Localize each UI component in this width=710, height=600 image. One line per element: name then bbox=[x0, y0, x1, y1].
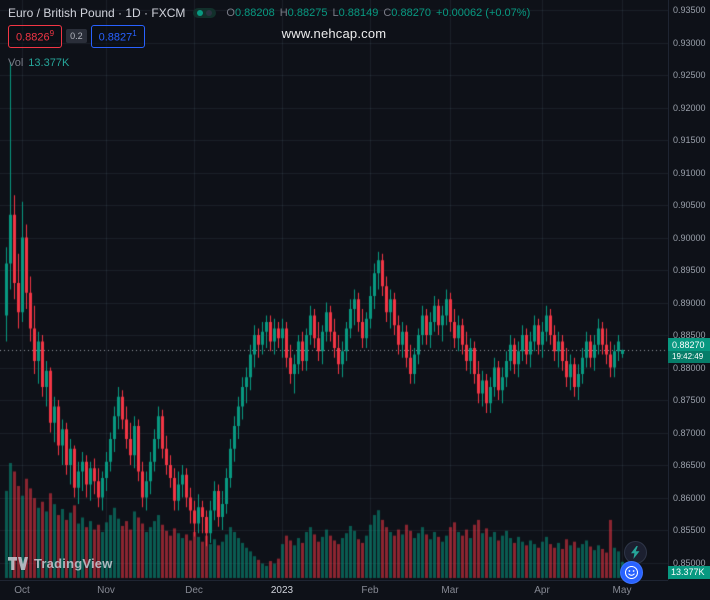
price-tick-label: 0.93500 bbox=[673, 5, 706, 15]
tradingview-logo[interactable]: TradingView bbox=[8, 556, 113, 571]
buy-button[interactable]: 0.88271 bbox=[90, 25, 145, 48]
price-tick-label: 0.86000 bbox=[673, 492, 706, 503]
price-tick-label: 0.87500 bbox=[673, 395, 706, 405]
time-tick-label: May bbox=[612, 585, 632, 596]
price-tick-label: 0.86500 bbox=[673, 460, 706, 470]
buy-price-sup: 1 bbox=[132, 29, 137, 38]
chart-legend: Euro / British Pound · 1D · FXCM O0.8820… bbox=[8, 6, 530, 69]
price-chart-canvas[interactable] bbox=[0, 0, 668, 580]
low-value: 0.88149 bbox=[338, 7, 379, 19]
change-value: +0.00062 bbox=[436, 7, 483, 19]
price-tick-label: 0.89500 bbox=[673, 265, 706, 275]
market-status-toggle[interactable] bbox=[193, 8, 217, 18]
quote-row: 0.88269 0.2 0.88271 bbox=[8, 25, 530, 48]
sell-price-sup: 9 bbox=[49, 29, 55, 38]
volume-row: Vol 13.377K bbox=[8, 57, 530, 69]
price-tick-label: 0.85000 bbox=[673, 557, 706, 568]
close-label: C bbox=[383, 7, 392, 19]
low-label: L bbox=[332, 7, 339, 19]
price-tick-label: 0.88000 bbox=[673, 362, 706, 373]
ohlc-values: O0.88208 H0.88275 L0.88149 C0.88270 +0.00062… bbox=[226, 7, 530, 19]
time-tick-label: Mar bbox=[441, 585, 459, 596]
sell-button[interactable]: 0.88269 bbox=[8, 25, 63, 48]
time-tick-label: Feb bbox=[361, 585, 379, 596]
smiley-icon bbox=[625, 566, 638, 579]
status-dot-off-icon bbox=[206, 10, 213, 16]
price-tick-label: 0.90500 bbox=[673, 200, 706, 210]
volume-badge: 13.377K bbox=[668, 566, 710, 579]
price-tick-label: 0.92000 bbox=[673, 102, 706, 113]
symbol-row: Euro / British Pound · 1D · FXCM O0.8820… bbox=[8, 6, 530, 20]
volume-label: Vol bbox=[8, 56, 24, 69]
time-tick-label: 2023 bbox=[270, 585, 294, 596]
time-tick-label: Oct bbox=[14, 585, 30, 596]
tradingview-logo-icon bbox=[8, 557, 28, 570]
price-tick-label: 0.89000 bbox=[673, 297, 706, 308]
current-price-badge: 0.88270 19:42:49 bbox=[668, 337, 710, 363]
price-tick-label: 0.87000 bbox=[673, 427, 706, 438]
symbol-title[interactable]: Euro / British Pound · 1D · FXCM bbox=[8, 6, 186, 20]
time-axis[interactable]: Oct Nov Dec 2023 Feb Mar Apr May bbox=[0, 580, 668, 600]
open-value: 0.88208 bbox=[234, 7, 275, 19]
price-axis[interactable]: 0.93500 0.93000 0.92500 0.92000 0.91500 0.910… bbox=[668, 0, 710, 580]
time-tick-label: Apr bbox=[534, 585, 550, 596]
current-price-value: 0.88270 bbox=[672, 339, 705, 350]
volume-value: 13.377K bbox=[28, 56, 70, 69]
price-tick-label: 0.91000 bbox=[673, 167, 706, 178]
price-tick-label: 0.85500 bbox=[673, 525, 706, 535]
high-value: 0.88275 bbox=[287, 7, 328, 19]
change-percent: (+0.07%) bbox=[485, 7, 531, 19]
spread-value: 0.2 bbox=[66, 29, 87, 44]
tradingview-logo-text: TradingView bbox=[34, 556, 113, 571]
price-tick-label: 0.91500 bbox=[673, 135, 706, 145]
open-label: O bbox=[226, 7, 235, 19]
price-tick-label: 0.88500 bbox=[673, 330, 706, 340]
time-tick-label: Dec bbox=[185, 585, 203, 596]
price-tick-label: 0.93000 bbox=[673, 37, 706, 48]
status-dot-on-icon bbox=[197, 10, 204, 16]
lightning-icon bbox=[631, 546, 640, 559]
sell-price: 0.8826 bbox=[16, 31, 50, 44]
buy-price: 0.8827 bbox=[98, 31, 133, 44]
price-tick-label: 0.90000 bbox=[673, 232, 706, 243]
bar-countdown: 19:42:49 bbox=[668, 350, 710, 363]
time-tick-label: Nov bbox=[97, 585, 115, 596]
high-label: H bbox=[279, 7, 288, 19]
price-tick-label: 0.92500 bbox=[673, 70, 706, 80]
reactions-button[interactable] bbox=[620, 561, 643, 584]
close-value: 0.88270 bbox=[391, 7, 432, 19]
